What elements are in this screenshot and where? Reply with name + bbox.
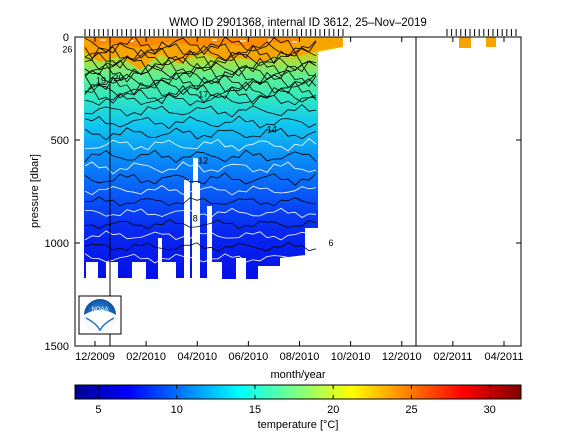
isotherm-line xyxy=(84,161,317,175)
data-gap-2 xyxy=(193,158,198,280)
x-axis: 12/2009 02/2010 04/2010 06/2010 08/2010 10/20… xyxy=(75,37,523,363)
contour-label: 14 xyxy=(267,125,277,135)
isotherm-line xyxy=(84,76,317,96)
colorbar-tick-label: 10 xyxy=(171,404,183,416)
y-tick-label: 500 xyxy=(51,135,69,147)
x-tick-label: 06/2010 xyxy=(228,351,268,363)
x-tick-label: 02/2010 xyxy=(126,351,166,363)
isotherm-line xyxy=(84,85,317,106)
surface-white-specks xyxy=(100,39,297,43)
isotherm-line xyxy=(84,185,317,196)
contour-label: 6 xyxy=(329,238,334,248)
isotherm-line xyxy=(84,241,317,253)
plot-frame xyxy=(74,36,522,347)
contour-label: 17 xyxy=(198,90,208,100)
data-gap-1 xyxy=(184,180,190,280)
isotherm-line xyxy=(84,48,317,69)
isotherm-line xyxy=(84,149,317,164)
isotherm-line xyxy=(84,115,317,130)
contour-label: 12 xyxy=(198,156,208,166)
contour-label: 20 xyxy=(114,73,124,83)
x-tick-label: 04/2011 xyxy=(485,351,524,363)
profile-tick-marks xyxy=(84,29,517,36)
colorbar-tick-label: 30 xyxy=(484,404,496,416)
x-tick-label: 04/2010 xyxy=(177,351,217,363)
y-axis: 0 500 1000 1500 xyxy=(45,32,521,353)
x-tick-label: 10/2010 xyxy=(331,351,371,363)
isotherm-line xyxy=(84,40,317,59)
isotherm-line xyxy=(84,71,317,92)
isotherm-line xyxy=(84,127,317,141)
colorbar-axis: 5 10 15 20 25 30 xyxy=(95,385,496,416)
data-gap-4 xyxy=(158,238,162,280)
isotherm-line xyxy=(84,230,317,241)
contour-labels: 26 19 20 17 14 12 8 6 xyxy=(62,44,333,248)
late-float-block-2 xyxy=(486,37,496,47)
y-tick-label: 1000 xyxy=(45,238,69,250)
isotherm-line xyxy=(84,253,317,264)
isotherm-line xyxy=(84,67,317,87)
isotherm-line xyxy=(85,196,317,207)
isotherm-line xyxy=(84,81,317,101)
colorbar xyxy=(74,384,522,400)
contour-lines xyxy=(84,37,317,264)
contour-label: 26 xyxy=(62,44,72,54)
y-tick-label: 1500 xyxy=(45,341,69,353)
isotherm-line xyxy=(84,55,317,73)
isotherm-line xyxy=(84,62,317,83)
late-float-block-1 xyxy=(459,37,471,48)
y-tick-label: 0 xyxy=(63,32,69,44)
chart-title: WMO ID 2901368, internal ID 3612, 25–Nov… xyxy=(169,17,427,29)
x-tick-label: 02/2011 xyxy=(433,351,472,363)
isotherm-line xyxy=(84,104,317,118)
contour-label: 8 xyxy=(193,213,198,223)
colorbar-tick-label: 15 xyxy=(249,404,261,416)
colorbar-label: temperature [°C] xyxy=(258,419,339,431)
contour-label: 19 xyxy=(96,75,106,85)
isotherm-line xyxy=(84,92,317,107)
x-axis-label: month/year xyxy=(270,369,325,381)
heatmap-area xyxy=(84,37,496,280)
isotherm-line xyxy=(84,44,317,65)
colorbar-tick-label: 5 xyxy=(95,404,101,416)
colorbar-tick-label: 25 xyxy=(405,404,417,416)
x-tick-label: 12/2010 xyxy=(382,351,422,363)
temperature-field xyxy=(84,37,343,279)
y-axis-label: pressure [dbar] xyxy=(29,154,41,228)
x-tick-label: 12/2009 xyxy=(75,351,115,363)
isotherm-line xyxy=(84,172,317,186)
isotherm-line xyxy=(84,138,317,152)
data-gap-3 xyxy=(207,206,212,280)
noaa-logo: NOAA xyxy=(78,295,122,335)
isotherm-line xyxy=(85,207,317,218)
isotherm-line xyxy=(84,219,317,230)
x-tick-label: 08/2010 xyxy=(280,351,320,363)
colorbar-tick-label: 20 xyxy=(327,404,339,416)
noaa-logo-text: NOAA xyxy=(91,307,108,313)
